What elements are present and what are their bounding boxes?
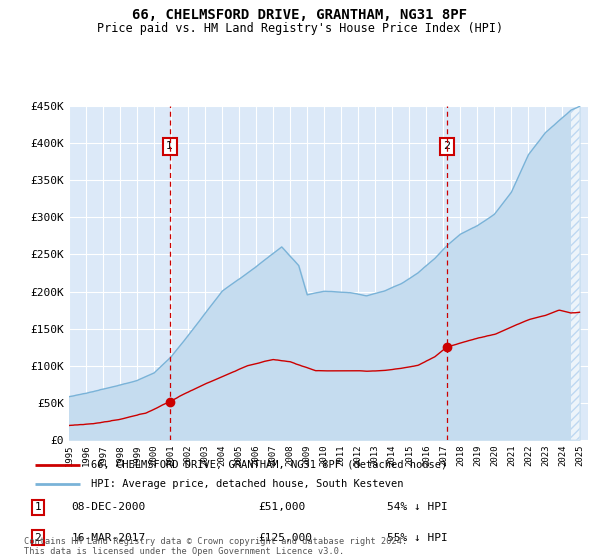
Text: 66, CHELMSFORD DRIVE, GRANTHAM, NG31 8PF (detached house): 66, CHELMSFORD DRIVE, GRANTHAM, NG31 8PF… — [91, 460, 447, 470]
Text: 16-MAR-2017: 16-MAR-2017 — [71, 533, 146, 543]
Text: 1: 1 — [35, 502, 41, 512]
Text: £125,000: £125,000 — [259, 533, 313, 543]
Text: Price paid vs. HM Land Registry's House Price Index (HPI): Price paid vs. HM Land Registry's House … — [97, 22, 503, 35]
Text: Contains HM Land Registry data © Crown copyright and database right 2024.
This d: Contains HM Land Registry data © Crown c… — [24, 536, 407, 556]
Text: 2: 2 — [35, 533, 41, 543]
Text: 55% ↓ HPI: 55% ↓ HPI — [387, 533, 448, 543]
Text: 08-DEC-2000: 08-DEC-2000 — [71, 502, 146, 512]
Text: £51,000: £51,000 — [259, 502, 305, 512]
Text: 2: 2 — [443, 141, 451, 151]
Text: 54% ↓ HPI: 54% ↓ HPI — [387, 502, 448, 512]
Text: 1: 1 — [166, 141, 173, 151]
Text: HPI: Average price, detached house, South Kesteven: HPI: Average price, detached house, Sout… — [91, 479, 403, 489]
Text: 66, CHELMSFORD DRIVE, GRANTHAM, NG31 8PF: 66, CHELMSFORD DRIVE, GRANTHAM, NG31 8PF — [133, 8, 467, 22]
